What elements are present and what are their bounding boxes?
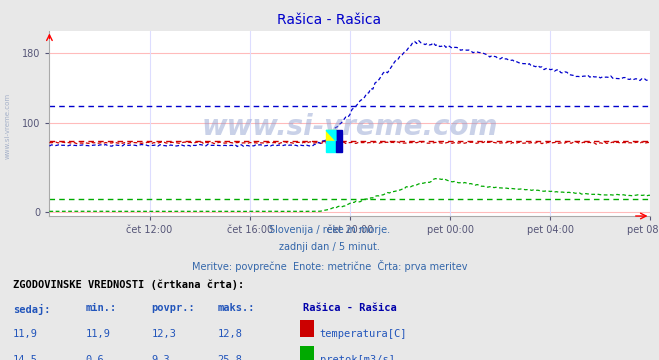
Text: Meritve: povprečne  Enote: metrične  Črta: prva meritev: Meritve: povprečne Enote: metrične Črta:… <box>192 260 467 271</box>
Text: Slovenija / reke in morje.: Slovenija / reke in morje. <box>269 225 390 235</box>
Text: povpr.:: povpr.: <box>152 303 195 314</box>
Text: 25,8: 25,8 <box>217 355 243 360</box>
Text: www.si-vreme.com: www.si-vreme.com <box>5 93 11 159</box>
Text: Rašica - Rašica: Rašica - Rašica <box>303 303 397 314</box>
Text: 11,9: 11,9 <box>86 329 111 339</box>
Text: ZGODOVINSKE VREDNOSTI (črtkana črta):: ZGODOVINSKE VREDNOSTI (črtkana črta): <box>13 279 244 289</box>
Bar <box>336 130 343 152</box>
Text: 12,8: 12,8 <box>217 329 243 339</box>
Text: pretok[m3/s]: pretok[m3/s] <box>320 355 395 360</box>
Text: Rašica - Rašica: Rašica - Rašica <box>277 13 382 27</box>
Text: maks.:: maks.: <box>217 303 255 314</box>
Polygon shape <box>326 130 336 141</box>
Text: 14,5: 14,5 <box>13 355 38 360</box>
Bar <box>326 130 336 141</box>
Text: 11,9: 11,9 <box>13 329 38 339</box>
Text: www.si-vreme.com: www.si-vreme.com <box>202 113 498 141</box>
Text: 9,3: 9,3 <box>152 355 170 360</box>
Text: sedaj:: sedaj: <box>13 303 51 315</box>
Text: zadnji dan / 5 minut.: zadnji dan / 5 minut. <box>279 242 380 252</box>
Text: 0,6: 0,6 <box>86 355 104 360</box>
Text: 12,3: 12,3 <box>152 329 177 339</box>
Bar <box>326 141 336 152</box>
Text: temperatura[C]: temperatura[C] <box>320 329 407 339</box>
Text: min.:: min.: <box>86 303 117 314</box>
